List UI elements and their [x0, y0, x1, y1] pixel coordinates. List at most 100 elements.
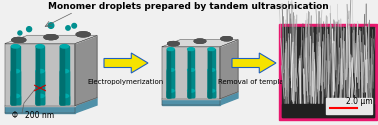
Ellipse shape — [187, 68, 194, 71]
Polygon shape — [162, 40, 238, 47]
Bar — [167, 49, 170, 97]
Ellipse shape — [221, 37, 232, 41]
Polygon shape — [162, 99, 220, 105]
Bar — [11, 96, 15, 104]
Bar — [187, 91, 191, 97]
Circle shape — [18, 31, 22, 35]
Bar — [279, 24, 377, 120]
Ellipse shape — [194, 39, 206, 43]
Ellipse shape — [168, 42, 179, 46]
Text: 2.0 μm: 2.0 μm — [345, 97, 372, 106]
Polygon shape — [232, 53, 276, 73]
Bar — [60, 71, 64, 104]
Bar — [187, 70, 191, 97]
Ellipse shape — [168, 42, 179, 46]
Bar — [36, 96, 39, 104]
Ellipse shape — [11, 69, 20, 73]
Polygon shape — [5, 98, 97, 106]
Bar — [11, 46, 15, 104]
Bar — [36, 96, 40, 104]
Bar — [282, 104, 374, 117]
Bar — [60, 46, 64, 104]
Text: Monomer droplets prepared by tandem ultrasonication: Monomer droplets prepared by tandem ultr… — [48, 2, 328, 11]
Ellipse shape — [11, 94, 20, 98]
Text: Φ   200 nm: Φ 200 nm — [12, 110, 54, 120]
Bar — [11, 71, 15, 104]
Bar — [208, 91, 211, 97]
Bar — [208, 49, 215, 97]
Circle shape — [48, 23, 54, 28]
Bar — [208, 91, 211, 97]
Bar — [36, 46, 40, 104]
Polygon shape — [5, 36, 97, 44]
Bar — [167, 49, 171, 97]
Ellipse shape — [208, 48, 215, 50]
Ellipse shape — [208, 89, 215, 92]
Polygon shape — [75, 36, 97, 106]
Polygon shape — [220, 92, 238, 105]
Polygon shape — [5, 106, 75, 113]
Ellipse shape — [76, 32, 90, 37]
Ellipse shape — [194, 39, 206, 43]
Bar — [36, 71, 39, 104]
Ellipse shape — [168, 42, 179, 46]
Ellipse shape — [76, 32, 90, 37]
Bar — [208, 70, 215, 97]
Polygon shape — [162, 92, 238, 99]
Bar — [11, 46, 15, 104]
Circle shape — [66, 26, 70, 30]
Bar — [60, 96, 69, 104]
Bar — [60, 96, 65, 104]
Bar — [208, 70, 211, 97]
Bar — [187, 70, 191, 97]
Bar — [60, 96, 64, 104]
Polygon shape — [220, 40, 238, 99]
Bar — [11, 96, 15, 104]
Ellipse shape — [12, 38, 26, 42]
Bar — [36, 46, 44, 104]
Bar — [167, 70, 174, 97]
Ellipse shape — [187, 48, 194, 50]
Ellipse shape — [36, 69, 44, 73]
Bar — [60, 71, 69, 104]
Ellipse shape — [167, 89, 174, 92]
Bar — [326, 98, 372, 114]
Text: Electropolymerization: Electropolymerization — [88, 79, 164, 85]
Polygon shape — [5, 44, 75, 106]
Bar — [11, 71, 20, 104]
Bar — [11, 46, 20, 104]
Ellipse shape — [221, 37, 232, 41]
Ellipse shape — [44, 35, 58, 40]
Bar — [11, 71, 15, 104]
Bar — [11, 96, 20, 104]
Ellipse shape — [187, 89, 194, 92]
Ellipse shape — [60, 69, 69, 73]
Bar — [187, 49, 194, 97]
Ellipse shape — [167, 48, 174, 50]
Bar — [167, 91, 170, 97]
Bar — [60, 46, 65, 104]
Polygon shape — [104, 53, 148, 73]
Text: Removal of template: Removal of template — [218, 79, 290, 85]
Ellipse shape — [208, 68, 215, 71]
Bar — [36, 71, 44, 104]
Ellipse shape — [60, 94, 69, 98]
Bar — [208, 49, 211, 97]
Bar — [60, 46, 69, 104]
Ellipse shape — [76, 32, 90, 37]
Bar — [167, 91, 171, 97]
Bar — [36, 96, 44, 104]
Ellipse shape — [11, 45, 20, 48]
Ellipse shape — [221, 37, 232, 41]
Bar — [208, 70, 211, 97]
Polygon shape — [75, 98, 97, 113]
Bar — [167, 70, 171, 97]
Ellipse shape — [167, 68, 174, 71]
Polygon shape — [162, 47, 220, 99]
Circle shape — [72, 24, 76, 28]
Ellipse shape — [12, 38, 26, 42]
Ellipse shape — [60, 45, 69, 48]
Bar — [208, 49, 211, 97]
Bar — [187, 91, 194, 97]
Ellipse shape — [36, 45, 44, 48]
